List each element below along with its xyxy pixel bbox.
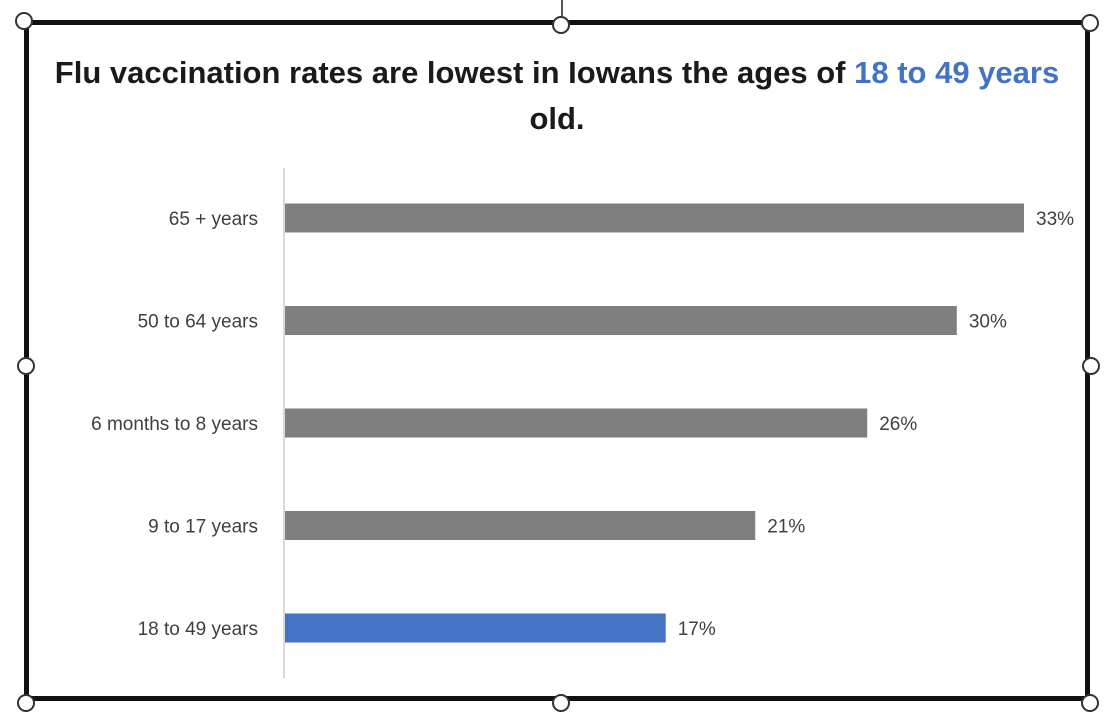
category-label-18-to-49-years: 18 to 49 years [138,619,258,640]
title-prefix: Flu vaccination rates are lowest in Iowa… [54,55,846,90]
title-highlight: 18 to 49 years [854,55,1060,90]
bar-18-to-49-years[interactable] [285,613,666,643]
value-label-9-to-17-years: 21% [767,517,805,538]
bars-group: 65 + years 33% 50 to 64 years 30% 6 months t… [91,203,1074,643]
resize-handle-bottom-center[interactable] [552,694,570,712]
value-label-18-to-49-years: 17% [678,619,716,640]
bar-50-to-64-years[interactable] [285,306,957,335]
resize-handle-bottom-right[interactable] [1081,694,1099,712]
bar-9-to-17-years[interactable] [285,511,756,540]
category-label-50-to-64-years: 50 to 64 years [138,312,258,333]
category-label-9-to-17-years: 9 to 17 years [148,517,258,538]
value-label-50-to-64-years: 30% [969,312,1007,333]
rotation-handle-stem [561,0,563,16]
chart-selection-frame[interactable] [24,20,1090,701]
resize-handle-middle-left[interactable] [17,357,35,375]
category-label-65-years: 65 + years [169,209,258,230]
value-label-6-months-to-8-years: 26% [879,414,917,435]
resize-handle-bottom-left[interactable] [17,694,35,712]
resize-handle-middle-right[interactable] [1082,357,1100,375]
resize-handle-top-left[interactable] [15,12,33,30]
bar-65-years[interactable] [285,203,1024,233]
title-suffix: old. [529,101,585,136]
category-label-6-months-to-8-years: 6 months to 8 years [91,414,258,435]
value-label-65-years: 33% [1036,209,1074,230]
resize-handle-top-right[interactable] [1081,14,1099,32]
rotation-handle-top-center[interactable] [552,16,570,34]
bar-6-months-to-8-years[interactable] [285,408,868,438]
chart-title: Flu vaccination rates are lowest in Iowa… [24,50,1090,142]
